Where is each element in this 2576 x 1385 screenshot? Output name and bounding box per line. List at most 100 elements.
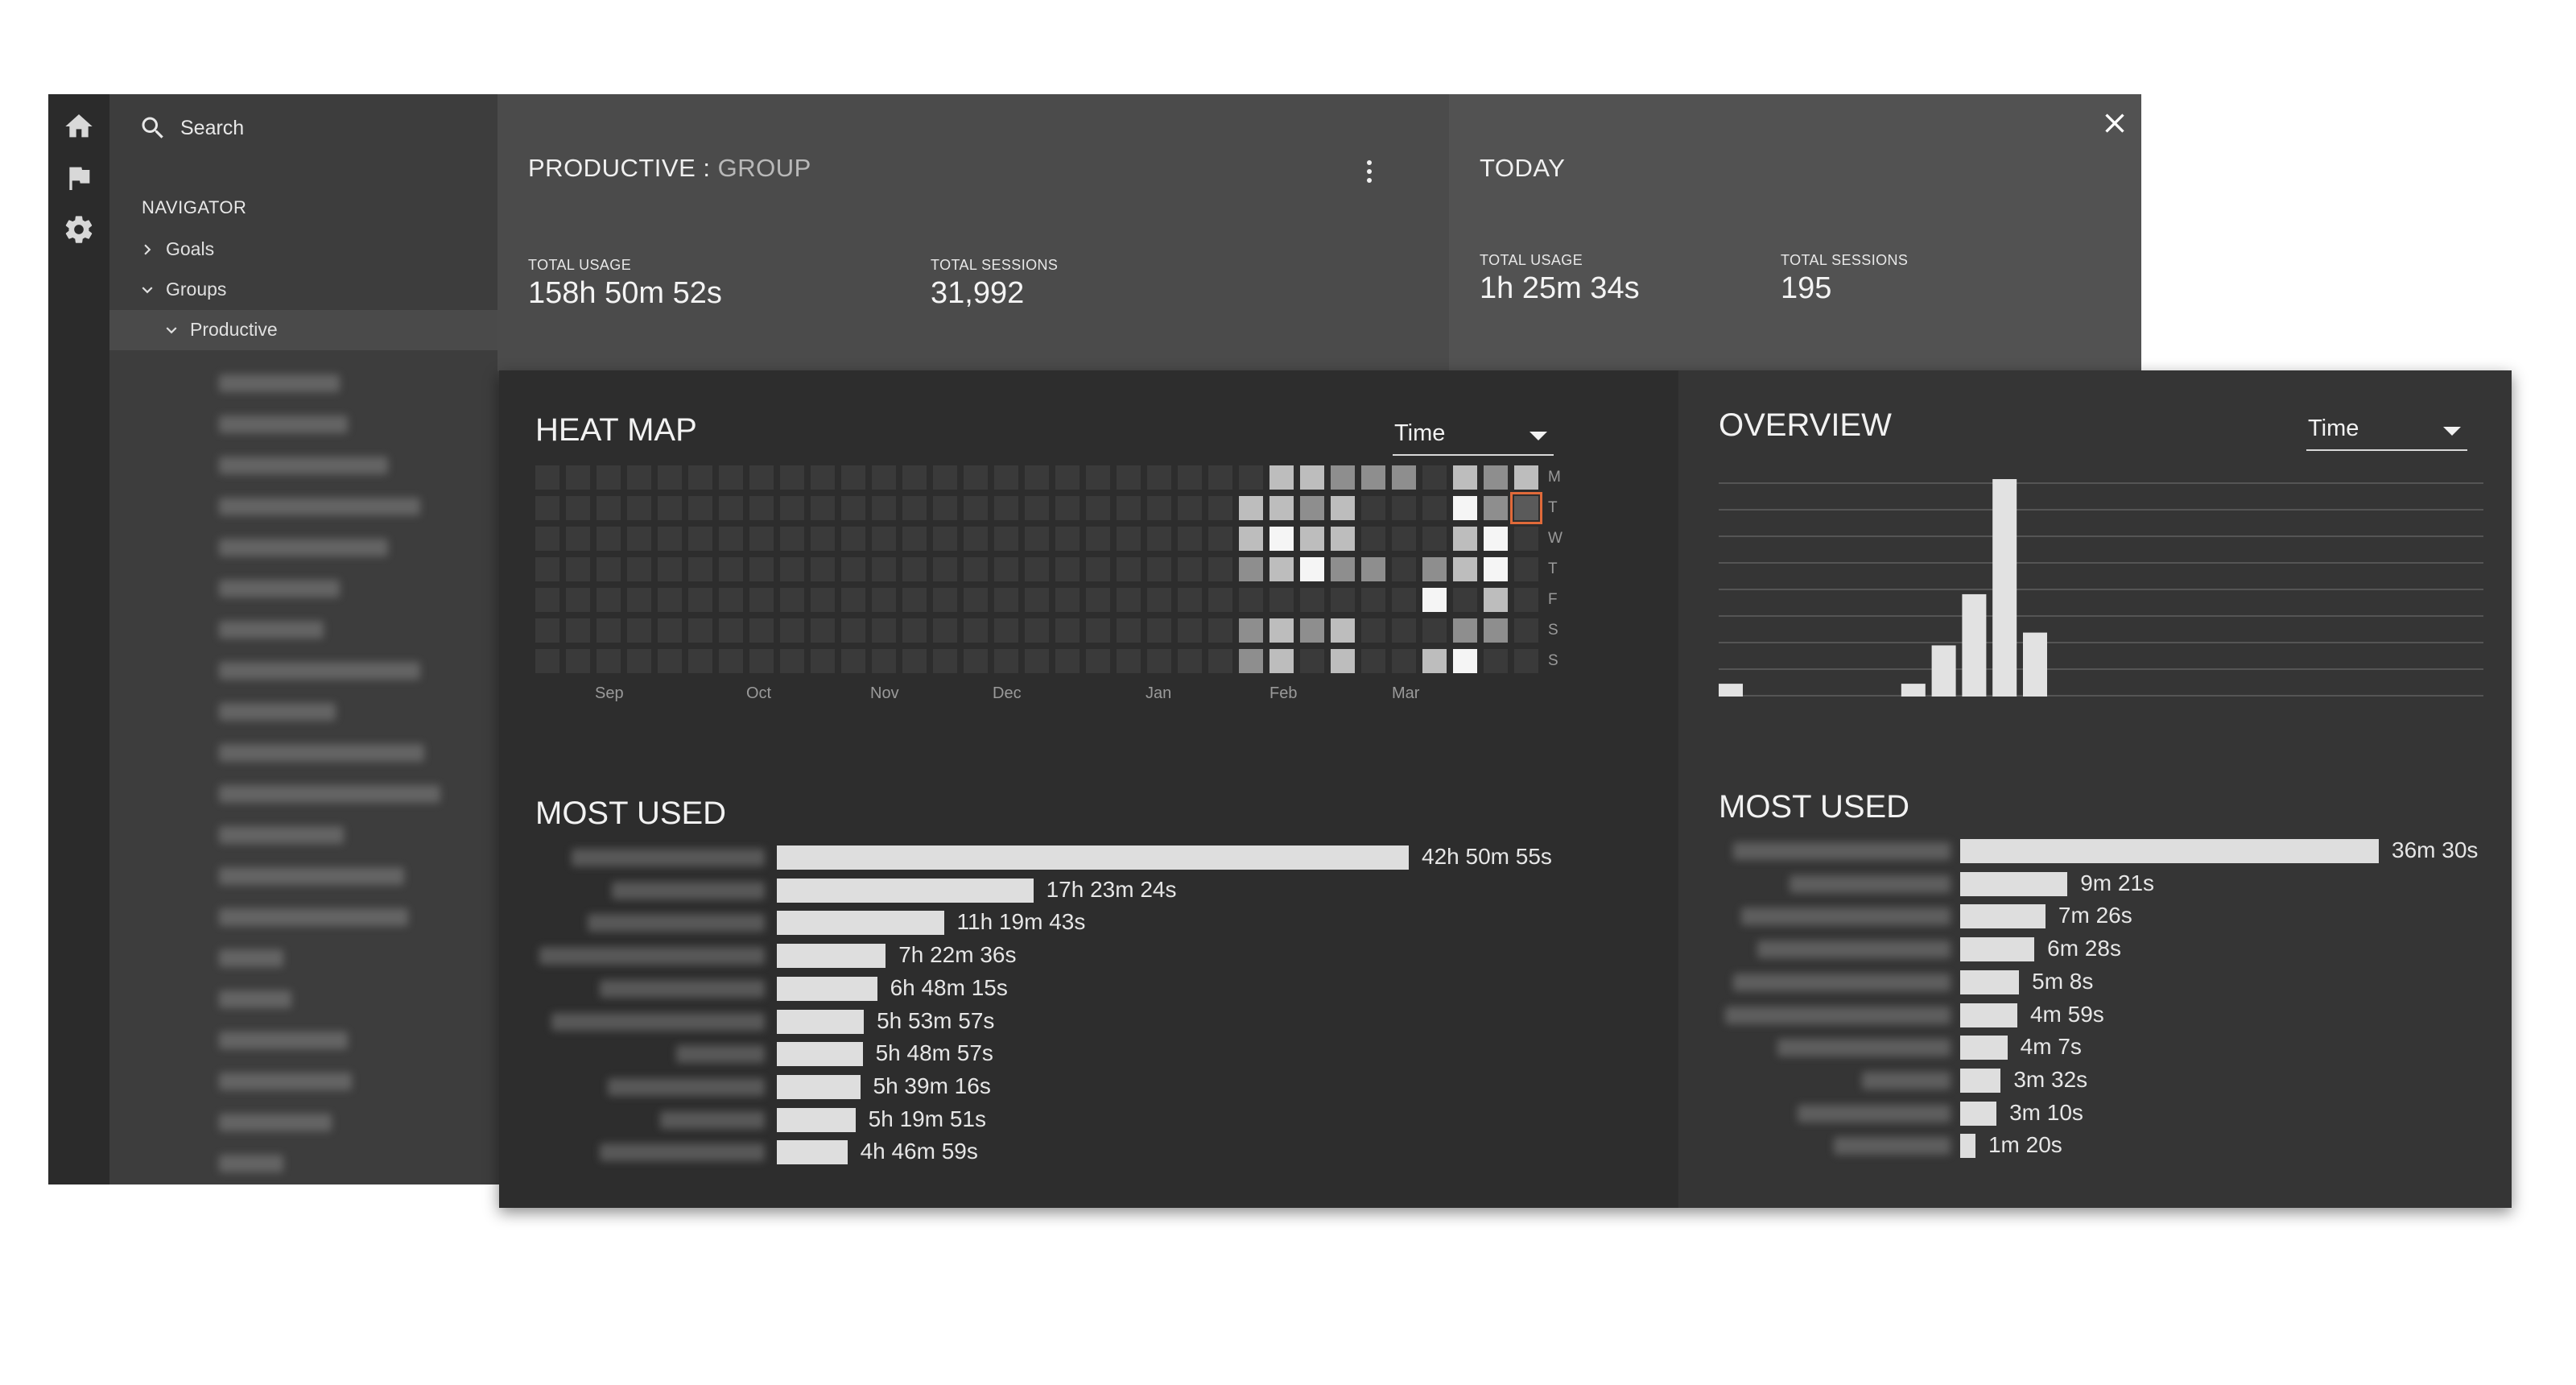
heatmap-cell[interactable] [1025, 649, 1049, 673]
heatmap-metric-dropdown[interactable]: Time [1393, 412, 1554, 456]
heatmap-cell[interactable] [811, 618, 835, 643]
heatmap-cell[interactable] [1422, 527, 1447, 551]
most-used-app-name[interactable] [600, 979, 765, 998]
heatmap-cell[interactable] [1331, 527, 1355, 551]
heatmap-cell[interactable] [1361, 496, 1385, 520]
heatmap-cell[interactable] [1422, 588, 1447, 612]
heatmap-cell[interactable] [1514, 527, 1538, 551]
heatmap-cell[interactable] [1055, 557, 1080, 581]
most-used-app-name[interactable] [551, 1012, 765, 1031]
heatmap-cell[interactable] [780, 649, 804, 673]
heatmap-cell[interactable] [994, 588, 1018, 612]
heatmap-cell[interactable] [658, 465, 682, 490]
heatmap-cell[interactable] [1147, 496, 1171, 520]
heatmap-cell[interactable] [933, 465, 957, 490]
heatmap-cell[interactable] [1269, 465, 1294, 490]
heatmap-cell[interactable] [841, 527, 865, 551]
heatmap-cell[interactable] [1484, 465, 1508, 490]
heatmap-cell[interactable] [688, 588, 712, 612]
heatmap-cell[interactable] [933, 588, 957, 612]
heatmap-cell[interactable] [1392, 557, 1416, 581]
heatmap-cell[interactable] [535, 557, 559, 581]
heatmap-cell[interactable] [933, 527, 957, 551]
heatmap-cell[interactable] [780, 527, 804, 551]
heatmap-cell[interactable] [933, 618, 957, 643]
redacted-item[interactable] [219, 744, 424, 762]
overview-most-used-bar[interactable] [1960, 871, 2068, 896]
heatmap-cell[interactable] [1086, 465, 1110, 490]
heatmap-cell[interactable] [1178, 649, 1202, 673]
heatmap-cell[interactable] [1300, 527, 1324, 551]
redacted-item[interactable] [219, 416, 348, 433]
heatmap-cell[interactable] [1269, 496, 1294, 520]
heatmap-cell[interactable] [1208, 465, 1232, 490]
heatmap-cell[interactable] [1269, 618, 1294, 643]
heatmap-cell[interactable] [1117, 618, 1141, 643]
heatmap-cell[interactable] [1208, 618, 1232, 643]
heatmap-cell[interactable] [1392, 496, 1416, 520]
heatmap-cell[interactable] [902, 649, 927, 673]
heatmap-cell[interactable] [1147, 588, 1171, 612]
heatmap-cell[interactable] [1117, 527, 1141, 551]
heatmap-cell[interactable] [597, 557, 621, 581]
heatmap-cell[interactable] [841, 557, 865, 581]
heatmap-cell[interactable] [1392, 527, 1416, 551]
redacted-item[interactable] [219, 1155, 283, 1172]
heatmap-cell[interactable] [1331, 618, 1355, 643]
heatmap-cell[interactable] [627, 588, 651, 612]
heatmap-cell[interactable] [872, 649, 896, 673]
redacted-item[interactable] [219, 539, 388, 556]
heatmap-cell[interactable] [658, 527, 682, 551]
overview-most-used-bar[interactable] [1960, 839, 2379, 863]
heatmap-cell[interactable] [1147, 527, 1171, 551]
most-used-bar[interactable] [777, 1140, 848, 1165]
heatmap-cell[interactable] [1453, 557, 1477, 581]
heatmap-cell[interactable] [1361, 527, 1385, 551]
heatmap-cell[interactable] [1178, 465, 1202, 490]
heatmap-cell[interactable] [1514, 649, 1538, 673]
heatmap-cell[interactable] [1269, 527, 1294, 551]
heatmap-cell[interactable] [902, 496, 927, 520]
heatmap-cell[interactable] [841, 588, 865, 612]
heatmap-cell[interactable] [1361, 557, 1385, 581]
home-icon[interactable] [63, 110, 95, 143]
overview-most-used-app-name[interactable] [1733, 973, 1951, 991]
heatmap-cell[interactable] [566, 465, 590, 490]
heatmap-cell[interactable] [597, 588, 621, 612]
overview-most-used-app-name[interactable] [1862, 1071, 1951, 1089]
most-used-app-name[interactable] [608, 1077, 765, 1096]
heatmap-cell[interactable] [1147, 618, 1171, 643]
heatmap-cell[interactable] [933, 496, 957, 520]
heatmap-cell[interactable] [1025, 527, 1049, 551]
heatmap-cell[interactable] [1392, 588, 1416, 612]
heatmap-cell[interactable] [688, 527, 712, 551]
heatmap-cell[interactable] [811, 496, 835, 520]
heatmap-cell[interactable] [1392, 465, 1416, 490]
heatmap-cell[interactable] [1514, 465, 1538, 490]
overview-most-used-app-name[interactable] [1733, 842, 1951, 860]
heatmap-cell[interactable] [749, 588, 774, 612]
redacted-item[interactable] [219, 580, 340, 597]
heatmap-cell[interactable] [872, 496, 896, 520]
overview-bar[interactable] [1992, 479, 2017, 697]
heatmap-cell[interactable] [1422, 649, 1447, 673]
heatmap-cell[interactable] [1514, 588, 1538, 612]
heatmap-cell[interactable] [1300, 557, 1324, 581]
heatmap-cell[interactable] [749, 496, 774, 520]
heatmap-cell[interactable] [964, 588, 988, 612]
redacted-item[interactable] [219, 826, 344, 844]
heatmap-cell[interactable] [1361, 465, 1385, 490]
heatmap-cell[interactable] [1331, 465, 1355, 490]
heatmap-cell[interactable] [1208, 527, 1232, 551]
heatmap-cell[interactable] [933, 557, 957, 581]
heatmap-cell[interactable] [841, 496, 865, 520]
flag-icon[interactable] [63, 162, 95, 194]
most-used-bar[interactable] [777, 1074, 861, 1099]
heatmap-cell[interactable] [627, 527, 651, 551]
heatmap-cell[interactable] [811, 465, 835, 490]
redacted-item[interactable] [219, 621, 324, 639]
heatmap-cell[interactable] [1178, 527, 1202, 551]
heatmap-cell[interactable] [872, 588, 896, 612]
most-used-bar[interactable] [777, 1009, 865, 1034]
heatmap-cell[interactable] [780, 588, 804, 612]
